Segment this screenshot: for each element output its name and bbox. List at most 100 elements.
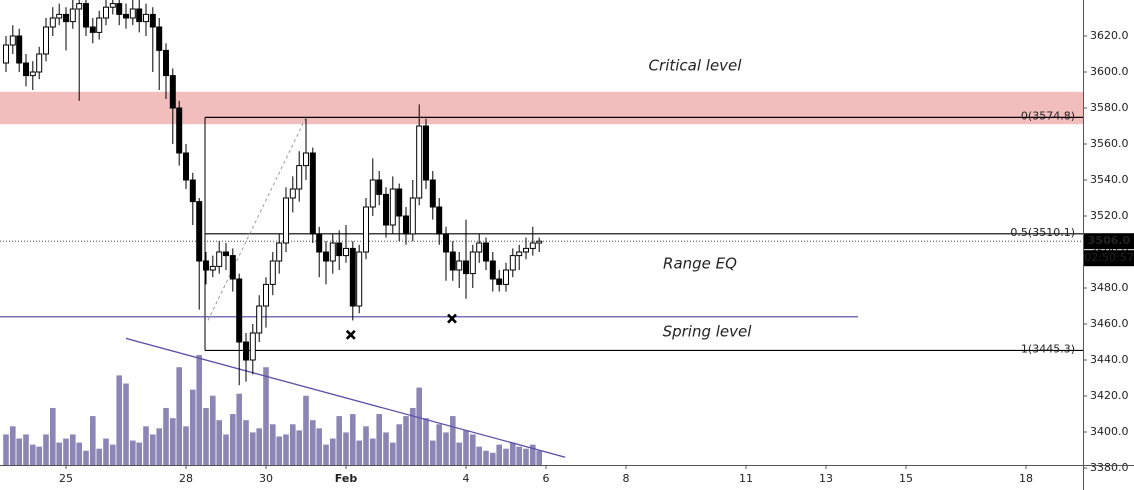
candle-body	[29, 71, 36, 77]
volume-bar	[370, 438, 376, 465]
volume-bar	[103, 438, 109, 465]
candle-body	[256, 305, 263, 334]
volume-bar	[36, 446, 42, 465]
volume-bar	[83, 450, 89, 465]
volume-bar	[130, 440, 136, 465]
candle-body	[116, 3, 123, 15]
volume-bar	[356, 440, 362, 465]
volume-bar	[310, 420, 316, 465]
candle-body	[529, 242, 536, 249]
volume-bar	[270, 424, 276, 465]
x-tick-label: 30	[259, 472, 273, 485]
candle-body	[23, 62, 29, 77]
candle-body	[403, 215, 409, 235]
x-marker	[345, 329, 356, 340]
candle-body	[416, 125, 423, 199]
fib-label: 1(3445.3)	[1021, 342, 1075, 355]
candle-body	[476, 242, 483, 253]
volume-bar	[183, 426, 189, 465]
spring-label: Spring level	[663, 322, 753, 340]
x-tick-label: 11	[739, 472, 753, 485]
x-tick-label: 28	[179, 472, 193, 485]
candle-body	[536, 240, 543, 244]
x-tick-label: 15	[899, 472, 913, 485]
candle-body	[283, 197, 289, 244]
candle-body	[276, 242, 283, 262]
candle-body	[223, 251, 229, 257]
candle-body	[423, 125, 429, 181]
candle-body	[356, 251, 363, 307]
fib-label: 0.5(3510.1)	[1010, 226, 1075, 239]
candle-body	[329, 242, 336, 262]
candle-body	[369, 179, 376, 208]
volume-bar	[376, 414, 382, 465]
candle-body	[83, 3, 89, 28]
volume-bar	[456, 442, 462, 465]
candle-body	[149, 13, 156, 28]
candle-body	[143, 13, 149, 23]
candle-body	[376, 179, 383, 195]
candle-body	[209, 265, 216, 271]
candle-body	[336, 242, 343, 257]
candle-body	[89, 26, 96, 33]
volume-bar	[16, 438, 22, 465]
volume-bar	[323, 444, 329, 465]
volume-bar	[170, 418, 176, 465]
candle-body	[156, 26, 163, 51]
candle-body	[169, 75, 176, 109]
last-price-label: 3506.0	[1088, 234, 1131, 247]
volume-bar	[416, 387, 422, 465]
candle-body	[323, 251, 329, 262]
zone-label: Critical level	[649, 57, 743, 75]
volume-bar	[303, 395, 309, 465]
volume-bar	[116, 375, 122, 465]
volume-bar	[410, 407, 416, 465]
volume-bar	[490, 452, 496, 465]
y-tick-label: 3580.0	[1090, 101, 1129, 114]
candle-body	[516, 251, 523, 257]
volume-bar	[150, 434, 156, 465]
candle-body	[523, 247, 529, 253]
candle-body	[69, 8, 76, 23]
y-tick-label: 3440.0	[1090, 353, 1129, 366]
volume-bar	[496, 444, 502, 465]
plot-area: Critical level 0(3574.8) 0.5(3510.1) 1(3445…	[0, 0, 1083, 465]
volume-bar	[43, 434, 49, 465]
candle-body	[123, 13, 129, 19]
volume-bar	[296, 430, 302, 465]
candle-body	[129, 8, 136, 19]
x-tick-label: 8	[623, 472, 630, 485]
volume-bar	[203, 407, 209, 465]
candle-body	[463, 260, 469, 275]
candle-body	[389, 188, 396, 226]
volume-bar	[343, 432, 349, 465]
candle-body	[243, 341, 249, 361]
volume-bar	[63, 438, 69, 465]
x-axis-panel	[0, 465, 1083, 490]
candle-body	[503, 269, 509, 285]
candle-body	[3, 44, 9, 64]
volume-bar	[390, 442, 396, 465]
y-tick-label: 3420.0	[1090, 389, 1129, 402]
volume-bar	[236, 393, 242, 465]
candle-body	[436, 206, 443, 235]
candle-body	[443, 233, 449, 253]
candle-body	[203, 260, 209, 271]
volume-bar	[216, 420, 222, 465]
candle-body	[9, 35, 16, 46]
candle-body	[43, 26, 49, 55]
candle-body	[76, 3, 83, 10]
volume-bar	[156, 428, 162, 465]
volume-bar	[23, 434, 29, 465]
candle-body	[449, 251, 456, 271]
y-tick-label: 3540.0	[1090, 173, 1129, 186]
x-tick-label: 6	[543, 472, 550, 485]
y-tick-label: 3600.0	[1090, 65, 1129, 78]
candle-body	[49, 17, 56, 28]
volume-bar	[3, 434, 9, 465]
candle-body	[183, 152, 189, 181]
candle-body	[296, 165, 303, 190]
critical-zone	[0, 91, 1083, 125]
